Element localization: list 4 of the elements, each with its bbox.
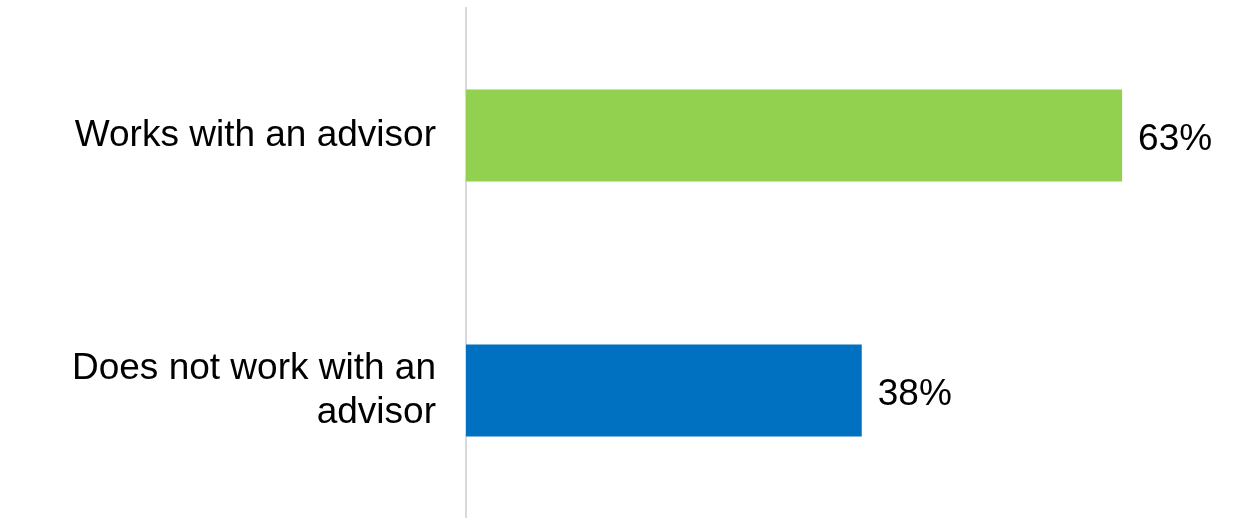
data-label: 38% xyxy=(877,371,952,413)
y-tick-label: Works with an advisor xyxy=(74,112,436,154)
y-tick-label: Does not work with an advisor xyxy=(71,345,436,431)
data-label: 63% xyxy=(1138,116,1213,158)
